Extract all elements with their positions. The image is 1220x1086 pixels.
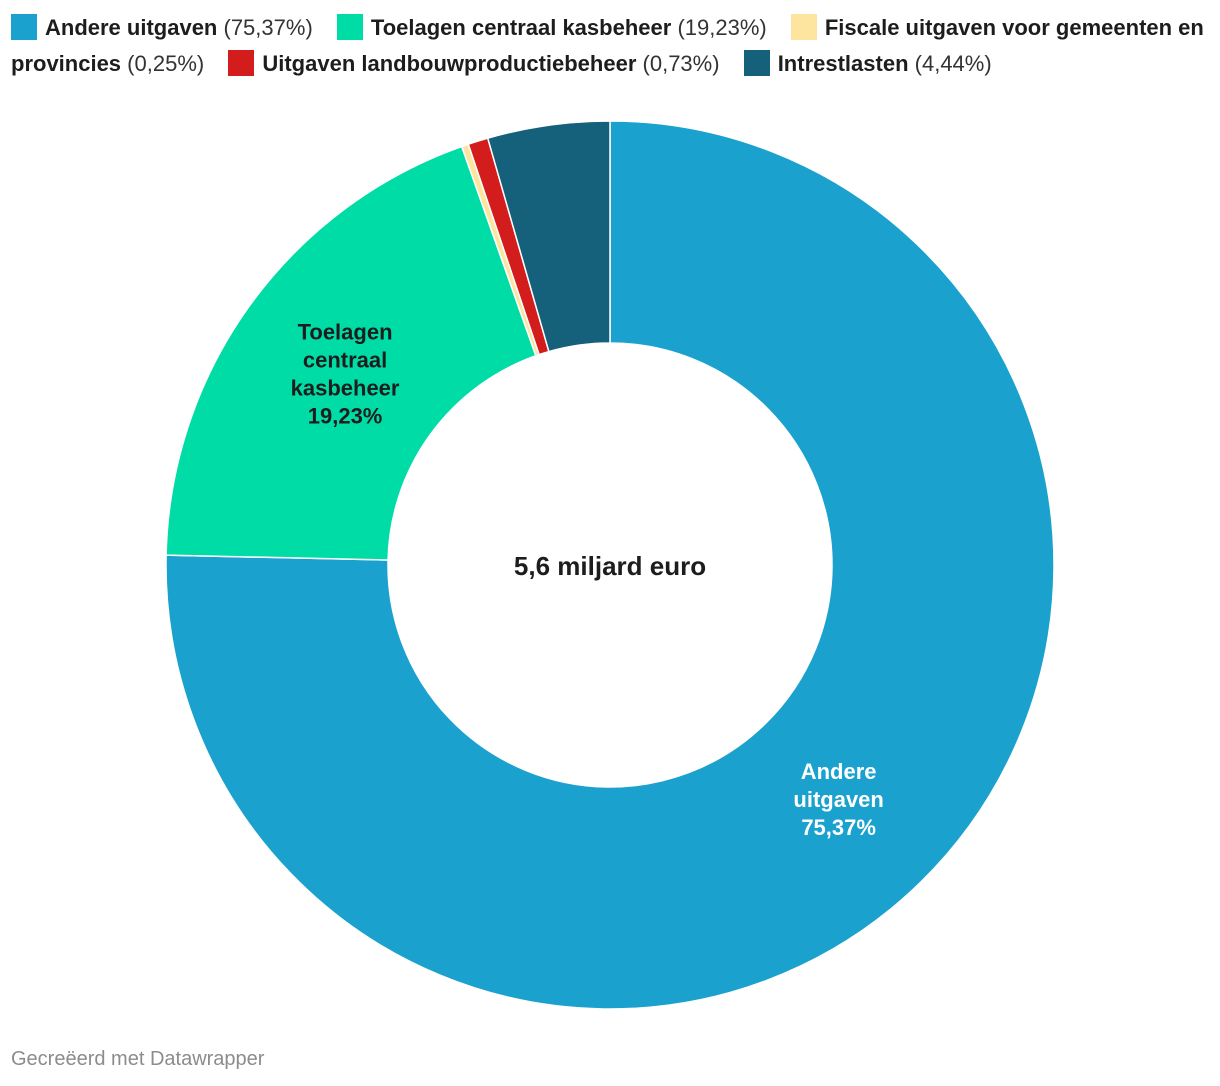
legend-item-intrestlasten: Intrestlasten (4,44%) bbox=[743, 50, 992, 76]
legend-label: Intrestlasten bbox=[777, 51, 909, 76]
legend-label: Fiscale uitgaven voor gemeenten en provi… bbox=[11, 15, 1204, 76]
legend-value: (75,37%) bbox=[223, 15, 313, 40]
slice-label-line: 19,23% bbox=[308, 403, 383, 428]
legend-value: (0,25%) bbox=[127, 51, 205, 76]
slice-label-line: uitgaven bbox=[793, 787, 883, 812]
donut-slices bbox=[165, 120, 1055, 1010]
slice-label-line: Andere bbox=[801, 759, 877, 784]
legend-swatch bbox=[336, 14, 363, 40]
legend-item-uitgaven-landbouwproductiebeheer: Uitgaven landbouwproductiebeheer (0,73%) bbox=[228, 50, 720, 76]
legend-swatch bbox=[11, 14, 37, 40]
legend-item-toelagen-centraal-kasbeheer: Toelagen centraal kasbeheer (19,23%) bbox=[336, 14, 767, 40]
legend-value: (19,23%) bbox=[677, 15, 767, 40]
slice-label-andere-uitgaven: Andere uitgaven 75,37% bbox=[793, 759, 883, 840]
donut-slice-labels: Andere uitgaven 75,37% Toelagen centraal kasb… bbox=[291, 319, 884, 839]
donut-slice-toelagen-centraal-kasbeheer bbox=[165, 145, 537, 561]
slice-label-line: centraal bbox=[303, 347, 387, 372]
legend-swatch bbox=[228, 50, 255, 76]
legend-swatch bbox=[790, 14, 817, 40]
legend-value: (0,73%) bbox=[642, 51, 720, 76]
footer-credit: Gecreëerd met Datawrapper bbox=[11, 1048, 265, 1070]
legend-item-fiscale-uitgaven: Fiscale uitgaven voor gemeenten en provi… bbox=[11, 14, 1204, 76]
legend-label: Toelagen centraal kasbeheer bbox=[370, 15, 672, 40]
center-label: 5,6 miljard euro bbox=[514, 551, 706, 581]
donut-slice-andere-uitgaven bbox=[165, 120, 1055, 1010]
legend-label: Uitgaven landbouwproductiebeheer bbox=[262, 51, 637, 76]
donut-slice-intrestlasten bbox=[486, 120, 611, 353]
slice-label-toelagen-centraal-kasbeheer: Toelagen centraal kasbeheer 19,23% bbox=[291, 319, 400, 428]
chart-legend: Andere uitgaven (75,37%) Toelagen centra… bbox=[11, 10, 1211, 82]
slice-label-line: kasbeheer bbox=[291, 375, 400, 400]
slice-label-line: 75,37% bbox=[801, 815, 876, 840]
legend-swatch bbox=[743, 50, 770, 76]
slice-label-line: Toelagen bbox=[298, 319, 393, 344]
legend-value: (4,44%) bbox=[914, 51, 992, 76]
legend-label: Andere uitgaven bbox=[45, 15, 218, 40]
legend-item-andere-uitgaven: Andere uitgaven (75,37%) bbox=[11, 14, 313, 40]
